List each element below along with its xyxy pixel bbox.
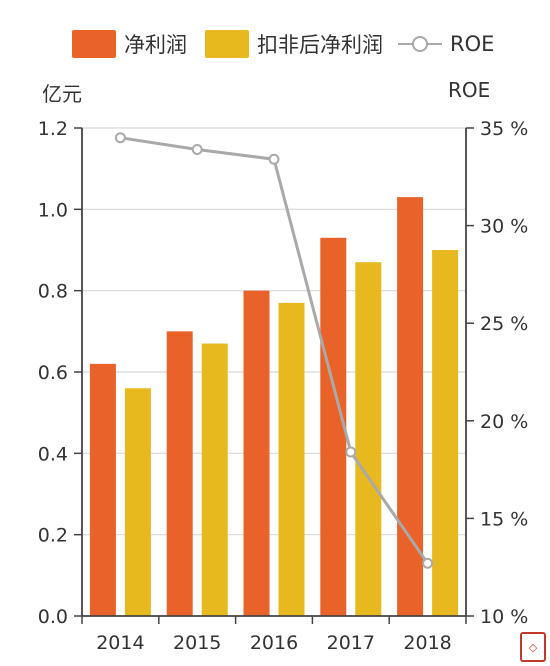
bar-net-profit-after-2015: [201, 343, 228, 616]
right-axis-tick-label: 20 %: [480, 411, 528, 433]
legend-item-net-profit-after: 扣非后净利润: [205, 26, 383, 62]
left-axis-tick-label: 1.0: [38, 199, 68, 221]
legend-label-net-profit: 净利润: [124, 33, 187, 57]
legend: 净利润 扣非后净利润 ROE: [0, 26, 550, 62]
legend-swatch-net-profit: [72, 30, 116, 58]
legend-item-roe: ROE: [398, 26, 494, 62]
bar-net-profit-2014: [89, 363, 116, 616]
bar-net-profit-after-2016: [278, 302, 305, 616]
roe-point-2016: [268, 153, 280, 165]
left-axis-tick-label: 1.2: [38, 118, 68, 140]
legend-marker-roe: [398, 30, 442, 58]
legend-swatch-net-profit-after: [205, 30, 249, 58]
x-axis-tick-label: 2018: [403, 632, 451, 654]
roe-point-2015: [191, 143, 203, 155]
watermark-stamp: ◇: [520, 632, 546, 662]
legend-label-roe: ROE: [450, 32, 495, 56]
x-axis-tick-label: 2017: [327, 632, 375, 654]
bar-net-profit-after-2018: [432, 250, 459, 616]
bar-net-profit-2018: [397, 197, 424, 616]
right-axis-tick-label: 10 %: [480, 606, 528, 628]
left-axis-tick-label: 0.2: [38, 525, 68, 547]
left-axis-tick-label: 0.8: [38, 281, 68, 303]
bar-net-profit-after-2017: [355, 262, 382, 616]
bar-net-profit-2017: [320, 237, 347, 617]
roe-point-2018: [422, 557, 434, 569]
x-axis-tick-label: 2014: [96, 632, 144, 654]
roe-point-2017: [345, 446, 357, 458]
right-axis-unit: ROE: [448, 78, 491, 102]
x-axis-tick-label: 2015: [173, 632, 221, 654]
x-axis-tick-label: 2016: [250, 632, 298, 654]
right-axis-tick-label: 15 %: [480, 508, 528, 530]
roe-line: [120, 136, 429, 565]
legend-label-net-profit-after: 扣非后净利润: [257, 33, 383, 57]
right-axis-tick-label: 25 %: [480, 313, 528, 335]
bar-net-profit-after-2014: [124, 388, 151, 616]
bar-net-profit-2016: [243, 290, 270, 616]
left-axis-tick-label: 0.4: [38, 443, 68, 465]
bar-net-profit-2015: [166, 331, 193, 616]
left-axis-tick-label: 0.0: [38, 606, 68, 628]
left-axis-unit: 亿元: [42, 82, 82, 106]
roe-point-2014: [114, 132, 126, 144]
left-axis-tick-label: 0.6: [38, 362, 68, 384]
right-axis-tick-label: 35 %: [480, 118, 528, 140]
right-axis-tick-label: 30 %: [480, 216, 528, 238]
legend-item-net-profit: 净利润: [72, 26, 187, 62]
